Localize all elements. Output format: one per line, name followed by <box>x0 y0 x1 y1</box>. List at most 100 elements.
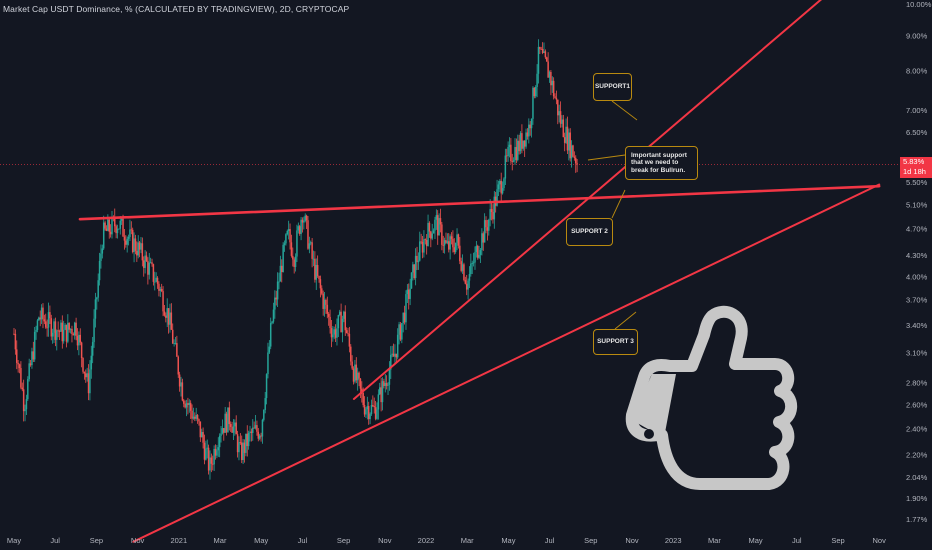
candle-body <box>526 132 529 137</box>
x-tick-label: Jul <box>792 536 802 545</box>
candle-body <box>152 264 155 282</box>
y-tick-label: 2.60% <box>906 401 928 410</box>
candle-body <box>206 447 208 449</box>
candle-body <box>181 382 184 401</box>
candle-body <box>71 328 73 335</box>
candle-body <box>147 261 149 275</box>
y-tick-label: 3.10% <box>906 348 928 357</box>
candle-body <box>505 155 508 157</box>
candle-body <box>205 448 207 460</box>
candle-body <box>319 279 322 289</box>
y-tick-label: 4.30% <box>906 251 928 260</box>
candle-body <box>412 264 414 273</box>
candle-body <box>381 381 384 403</box>
candle-body <box>203 442 206 460</box>
y-tick-label: 3.40% <box>906 321 928 330</box>
candle-body <box>31 351 33 366</box>
x-tick-label: 2022 <box>418 536 435 545</box>
candle-body <box>276 281 279 300</box>
candle-body <box>515 147 518 160</box>
y-tick-label: 2.80% <box>906 379 928 388</box>
candle-body <box>253 427 255 429</box>
candle-body <box>178 374 181 387</box>
candle-body <box>330 328 333 338</box>
candle-body <box>461 264 464 271</box>
candle-body <box>298 226 301 234</box>
candle-body <box>388 369 391 385</box>
candle-body <box>402 312 404 324</box>
candle-body <box>225 413 228 433</box>
candle-body <box>576 163 578 165</box>
candle-body <box>239 442 242 444</box>
candle-body <box>108 219 110 232</box>
candle-body <box>116 228 119 234</box>
support1-label: SUPPORT1 <box>594 83 631 91</box>
candle-body <box>573 156 576 158</box>
candle-body <box>558 111 560 116</box>
candle-body <box>561 119 563 124</box>
important-support-annotation[interactable]: Important support that we need to break … <box>625 146 698 180</box>
candle-body <box>442 244 444 246</box>
candle-body <box>290 242 293 256</box>
candle-body <box>269 323 272 347</box>
candle-body <box>490 209 493 213</box>
candle-body <box>314 258 316 280</box>
candle-body <box>296 230 298 257</box>
candle-body <box>332 334 334 338</box>
candle-body <box>574 157 577 164</box>
candle-body <box>97 280 99 298</box>
candle-body <box>115 226 117 234</box>
candle-body <box>457 234 460 246</box>
candle-body <box>130 229 133 231</box>
candle-body <box>20 368 22 388</box>
candle-body <box>358 372 360 379</box>
candle-body <box>569 132 571 159</box>
support2-annotation[interactable]: SUPPORT 2 <box>566 218 613 246</box>
candle-body <box>304 215 306 221</box>
candle-body <box>221 428 224 434</box>
candle-body <box>256 425 258 432</box>
candle-body <box>125 240 127 245</box>
support3-annotation[interactable]: SUPPORT 3 <box>593 329 638 355</box>
candle-body <box>489 209 491 220</box>
thumbs-up-icon <box>625 305 798 490</box>
candle-body <box>214 448 217 456</box>
candle-body <box>570 145 573 159</box>
candle-body <box>243 442 246 453</box>
candle-body <box>334 329 337 338</box>
candle-body <box>344 311 346 331</box>
candle-body <box>511 161 514 162</box>
y-tick-label: 2.04% <box>906 473 928 482</box>
candle-body <box>546 57 548 62</box>
candle-body <box>50 318 53 337</box>
candle-body <box>76 335 79 346</box>
candle-body <box>101 248 104 254</box>
candle-body <box>218 435 221 448</box>
candle-body <box>355 364 358 381</box>
candle-body <box>557 99 559 116</box>
trendline-3 <box>132 183 881 543</box>
y-tick-label: 4.00% <box>906 273 928 282</box>
x-tick-label: Mar <box>461 536 474 545</box>
x-tick-label: Jul <box>545 536 555 545</box>
candle-body <box>211 463 214 465</box>
candle-body <box>156 277 159 284</box>
candle-body <box>142 260 145 268</box>
support1-annotation[interactable]: SUPPORT1 <box>593 73 632 101</box>
candle-body <box>24 409 26 412</box>
candle-body <box>464 280 467 284</box>
candle-body <box>343 311 345 319</box>
candle-body <box>213 448 215 465</box>
candle-body <box>83 371 86 374</box>
candle-body <box>471 262 473 264</box>
candle-body <box>348 333 351 347</box>
candle-body <box>300 219 302 234</box>
candle-body <box>432 230 435 234</box>
candle-body <box>141 243 144 261</box>
candle-body <box>278 281 280 283</box>
candle-body <box>194 416 196 419</box>
candle-body <box>54 321 57 340</box>
candle-body <box>430 231 432 239</box>
current-price-value: 5.83% <box>903 157 925 166</box>
